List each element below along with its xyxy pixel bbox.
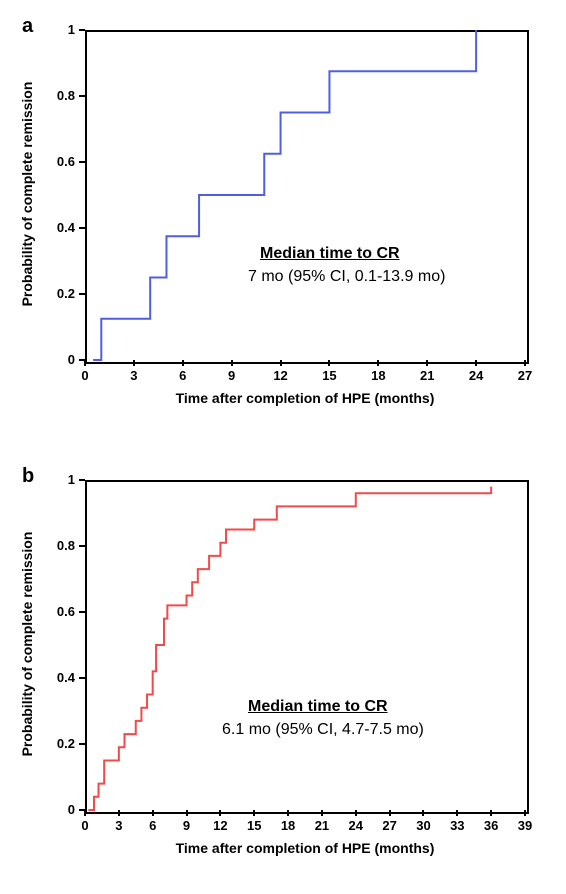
x-tick-label: 27 — [513, 368, 537, 383]
x-tick — [231, 360, 233, 366]
x-tick-label: 39 — [513, 818, 537, 833]
y-tick-label: 1 — [45, 472, 75, 487]
x-tick — [84, 360, 86, 366]
y-tick — [79, 227, 85, 229]
x-tick — [182, 360, 184, 366]
x-tick — [475, 360, 477, 366]
x-tick — [133, 360, 135, 366]
x-tick — [287, 810, 289, 816]
y-tick-label: 0 — [45, 802, 75, 817]
step-curve — [88, 487, 491, 810]
x-tick-label: 0 — [73, 368, 97, 383]
x-tick — [152, 810, 154, 816]
x-tick-label: 21 — [415, 368, 439, 383]
y-tick-label: 0.6 — [45, 154, 75, 169]
x-tick — [389, 810, 391, 816]
y-tick — [79, 29, 85, 31]
x-tick-label: 3 — [122, 368, 146, 383]
x-tick-label: 27 — [378, 818, 402, 833]
x-tick-label: 24 — [344, 818, 368, 833]
x-tick-label: 12 — [269, 368, 293, 383]
x-tick-label: 15 — [242, 818, 266, 833]
x-tick-label: 3 — [107, 818, 131, 833]
x-tick — [524, 360, 526, 366]
x-tick-label: 12 — [208, 818, 232, 833]
x-tick-label: 24 — [464, 368, 488, 383]
x-tick-label: 30 — [411, 818, 435, 833]
x-tick — [328, 360, 330, 366]
x-tick-label: 18 — [366, 368, 390, 383]
x-tick-label: 36 — [479, 818, 503, 833]
panel-b-annot-sub: 6.1 mo (95% CI, 4.7-7.5 mo) — [222, 721, 424, 739]
x-tick — [456, 810, 458, 816]
y-tick — [79, 479, 85, 481]
y-tick — [79, 293, 85, 295]
y-tick — [79, 161, 85, 163]
y-tick-label: 1 — [45, 22, 75, 37]
x-tick — [253, 810, 255, 816]
y-tick-label: 0.8 — [45, 88, 75, 103]
x-tick — [219, 810, 221, 816]
x-tick-label: 21 — [310, 818, 334, 833]
x-tick-label: 9 — [175, 818, 199, 833]
y-tick — [79, 611, 85, 613]
y-tick-label: 0.8 — [45, 538, 75, 553]
x-tick-label: 9 — [220, 368, 244, 383]
figure-container: a Probability of complete remission Time… — [0, 0, 566, 894]
x-tick-label: 18 — [276, 818, 300, 833]
y-tick — [79, 743, 85, 745]
y-tick-label: 0.6 — [45, 604, 75, 619]
x-tick — [377, 360, 379, 366]
x-tick — [280, 360, 282, 366]
y-tick — [79, 545, 85, 547]
x-tick — [84, 810, 86, 816]
panel-b-annot-title: Median time to CR — [248, 698, 388, 716]
x-tick-label: 6 — [141, 818, 165, 833]
y-tick — [79, 677, 85, 679]
x-tick — [186, 810, 188, 816]
y-tick-label: 0.2 — [45, 736, 75, 751]
y-tick-label: 0.4 — [45, 220, 75, 235]
x-tick — [321, 810, 323, 816]
x-tick-label: 15 — [317, 368, 341, 383]
y-tick — [79, 95, 85, 97]
x-tick — [426, 360, 428, 366]
y-tick-label: 0 — [45, 352, 75, 367]
y-tick-label: 0.4 — [45, 670, 75, 685]
x-tick — [118, 810, 120, 816]
x-tick-label: 6 — [171, 368, 195, 383]
x-tick — [524, 810, 526, 816]
x-tick — [355, 810, 357, 816]
y-tick-label: 0.2 — [45, 286, 75, 301]
x-tick-label: 33 — [445, 818, 469, 833]
panel-b-curve — [0, 0, 566, 894]
x-tick — [422, 810, 424, 816]
x-tick — [490, 810, 492, 816]
x-tick-label: 0 — [73, 818, 97, 833]
